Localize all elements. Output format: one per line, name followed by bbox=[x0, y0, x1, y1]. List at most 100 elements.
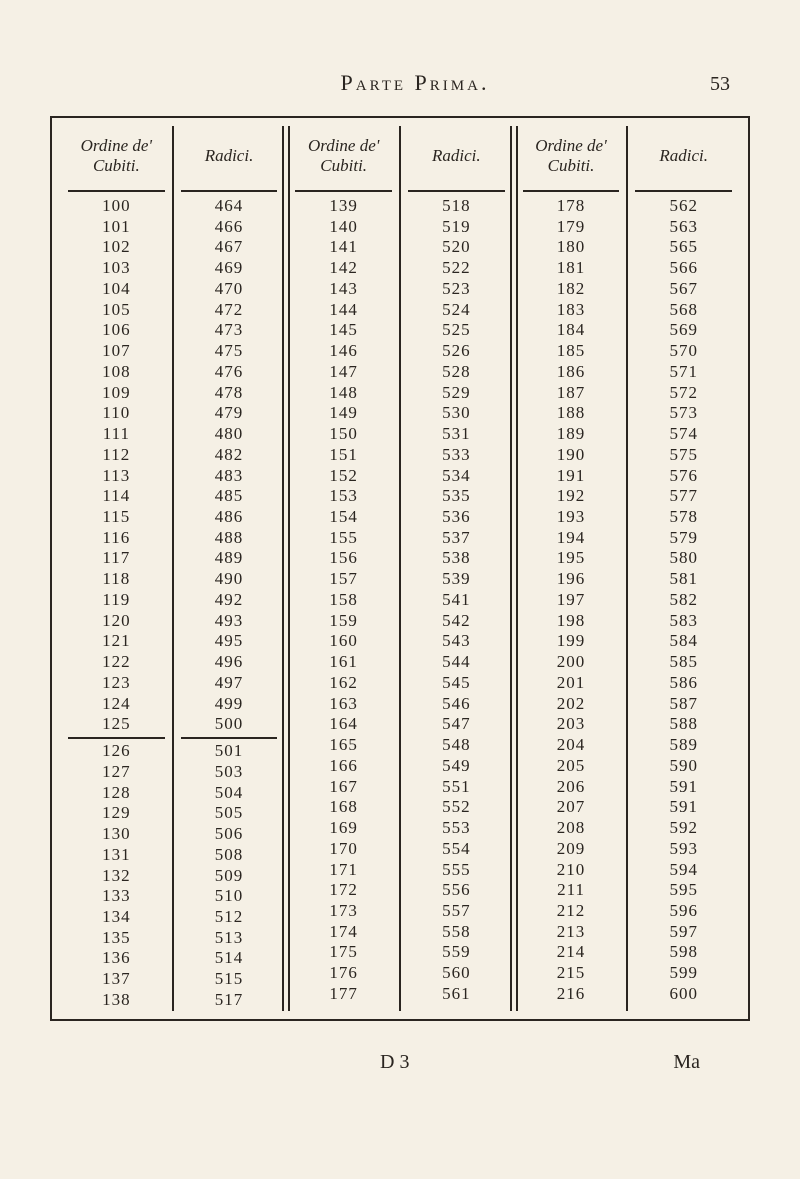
table-cell: 152 bbox=[295, 466, 392, 487]
table-cell: 140 bbox=[295, 217, 392, 238]
table-cell: 150 bbox=[295, 424, 392, 445]
table-cell: 489 bbox=[181, 548, 278, 569]
table-cell: 138 bbox=[68, 990, 165, 1011]
table-cell: 479 bbox=[181, 403, 278, 424]
table-cell: 105 bbox=[68, 300, 165, 321]
table-cell: 570 bbox=[635, 341, 732, 362]
col-ordine-3: Ordine de' Cubiti. 178179180181182183184… bbox=[519, 126, 624, 1011]
table-cell: 169 bbox=[295, 818, 392, 839]
table-cell: 575 bbox=[635, 445, 732, 466]
table-cell: 556 bbox=[408, 880, 505, 901]
table-cell: 559 bbox=[408, 942, 505, 963]
table-cell: 495 bbox=[181, 631, 278, 652]
table-cell: 561 bbox=[408, 984, 505, 1005]
table-cell: 173 bbox=[295, 901, 392, 922]
table-cell: 174 bbox=[295, 922, 392, 943]
table-cell: 519 bbox=[408, 217, 505, 238]
table-cell: 213 bbox=[523, 922, 620, 943]
table-cell: 496 bbox=[181, 652, 278, 673]
table-cell: 525 bbox=[408, 320, 505, 341]
col-ordine-1: Ordine de' Cubiti. 100101102103104105106… bbox=[64, 126, 169, 1011]
table-cell: 134 bbox=[68, 907, 165, 928]
table-cell: 153 bbox=[295, 486, 392, 507]
running-title: Parte Prima. bbox=[120, 70, 710, 96]
table-cell: 586 bbox=[635, 673, 732, 694]
table-cell: 129 bbox=[68, 803, 165, 824]
table-cell: 587 bbox=[635, 694, 732, 715]
table-cell: 589 bbox=[635, 735, 732, 756]
table-cell: 113 bbox=[68, 466, 165, 487]
page-number: 53 bbox=[710, 73, 730, 96]
rule-vertical-double bbox=[281, 126, 291, 1011]
table-cell: 557 bbox=[408, 901, 505, 922]
table-cell: 163 bbox=[295, 694, 392, 715]
table-cell: 211 bbox=[523, 880, 620, 901]
table-cell: 599 bbox=[635, 963, 732, 984]
table-cell: 193 bbox=[523, 507, 620, 528]
table-cell: 537 bbox=[408, 528, 505, 549]
table-cell: 133 bbox=[68, 886, 165, 907]
table-cell: 577 bbox=[635, 486, 732, 507]
table-cell: 168 bbox=[295, 797, 392, 818]
table-cell: 115 bbox=[68, 507, 165, 528]
table-cell: 117 bbox=[68, 548, 165, 569]
table-cell: 132 bbox=[68, 866, 165, 887]
table-cell: 574 bbox=[635, 424, 732, 445]
table-cell: 136 bbox=[68, 948, 165, 969]
table-cell: 565 bbox=[635, 237, 732, 258]
col-values: 5185195205225235245255265285295305315335… bbox=[408, 196, 505, 1005]
table-cell: 118 bbox=[68, 569, 165, 590]
rule-horizontal bbox=[68, 737, 165, 739]
table-cell: 142 bbox=[295, 258, 392, 279]
col-values: 4644664674694704724734754764784794804824… bbox=[181, 196, 278, 1011]
table-cell: 478 bbox=[181, 383, 278, 404]
table-cell: 595 bbox=[635, 880, 732, 901]
table-cell: 205 bbox=[523, 756, 620, 777]
table-cell: 558 bbox=[408, 922, 505, 943]
table-cell: 551 bbox=[408, 777, 505, 798]
table-cell: 467 bbox=[181, 237, 278, 258]
table-cell: 584 bbox=[635, 631, 732, 652]
col-values: 1781791801811821831841851861871881891901… bbox=[523, 196, 620, 1005]
col-header-ordine: Ordine de' Cubiti. bbox=[68, 126, 165, 192]
table-cell: 488 bbox=[181, 528, 278, 549]
table-cell: 530 bbox=[408, 403, 505, 424]
table-cell: 501 bbox=[181, 741, 278, 762]
table-cell: 536 bbox=[408, 507, 505, 528]
table-cell: 567 bbox=[635, 279, 732, 300]
table-cell: 194 bbox=[523, 528, 620, 549]
table-cell: 553 bbox=[408, 818, 505, 839]
table-cell: 156 bbox=[295, 548, 392, 569]
table-cell: 542 bbox=[408, 611, 505, 632]
col-values: 1391401411421431441451461471481491501511… bbox=[295, 196, 392, 1005]
table-cell: 543 bbox=[408, 631, 505, 652]
table-cell: 573 bbox=[635, 403, 732, 424]
table-cell: 109 bbox=[68, 383, 165, 404]
table-cell: 210 bbox=[523, 860, 620, 881]
table-cell: 106 bbox=[68, 320, 165, 341]
table-cell: 177 bbox=[295, 984, 392, 1005]
table-cell: 572 bbox=[635, 383, 732, 404]
table-cell: 581 bbox=[635, 569, 732, 590]
table-cell: 159 bbox=[295, 611, 392, 632]
table-cell: 167 bbox=[295, 777, 392, 798]
table-cell: 184 bbox=[523, 320, 620, 341]
table-cell: 209 bbox=[523, 839, 620, 860]
table-cell: 126 bbox=[68, 741, 165, 762]
table-cell: 590 bbox=[635, 756, 732, 777]
table-cell: 131 bbox=[68, 845, 165, 866]
page: Parte Prima. 53 Ordine de' Cubiti. 10010… bbox=[0, 0, 800, 1114]
table-cell: 538 bbox=[408, 548, 505, 569]
table-cell: 588 bbox=[635, 714, 732, 735]
table-cell: 196 bbox=[523, 569, 620, 590]
table-cell: 137 bbox=[68, 969, 165, 990]
table-cell: 531 bbox=[408, 424, 505, 445]
table: Ordine de' Cubiti. 100101102103104105106… bbox=[64, 126, 736, 1011]
table-cell: 526 bbox=[408, 341, 505, 362]
table-cell: 470 bbox=[181, 279, 278, 300]
table-cell: 186 bbox=[523, 362, 620, 383]
table-cell: 147 bbox=[295, 362, 392, 383]
table-cell: 508 bbox=[181, 845, 278, 866]
rule-vertical bbox=[172, 126, 174, 1011]
table-cell: 505 bbox=[181, 803, 278, 824]
